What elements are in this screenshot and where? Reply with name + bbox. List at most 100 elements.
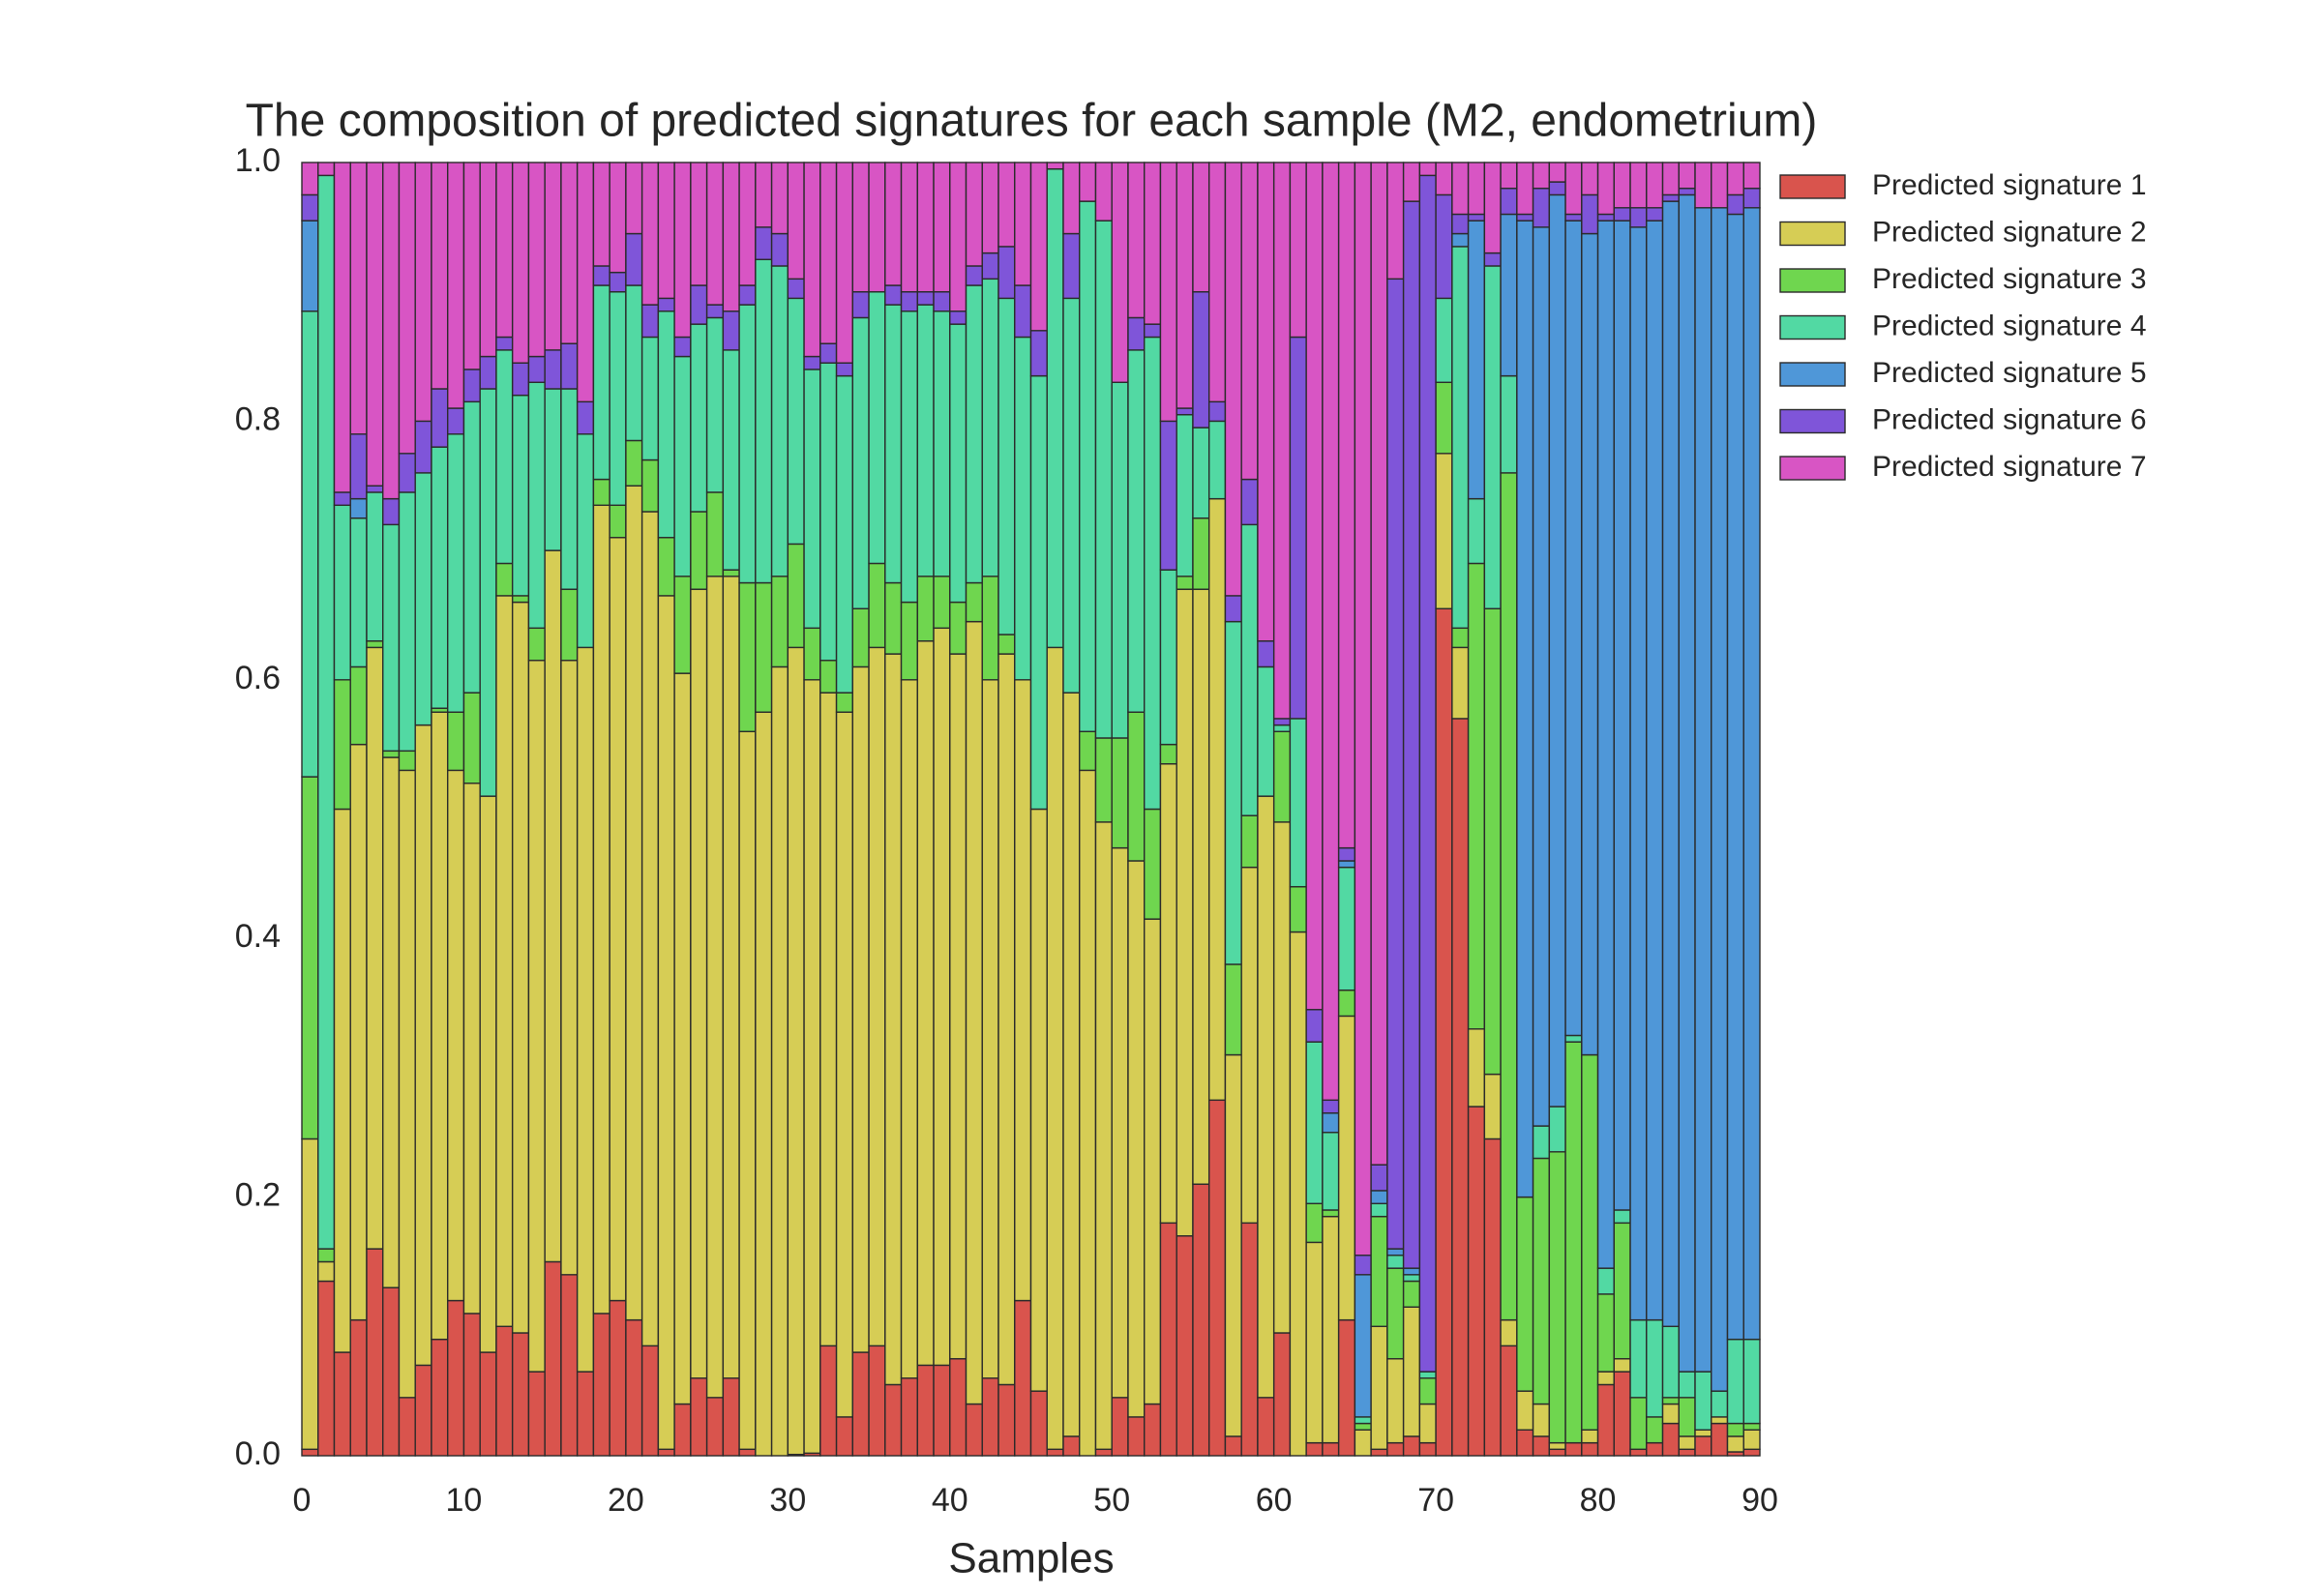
bar-segment xyxy=(1418,1377,1437,1405)
bar-segment xyxy=(1548,1106,1566,1153)
bar-segment xyxy=(366,491,384,642)
bar-segment xyxy=(495,349,514,565)
bar-segment xyxy=(819,1345,838,1457)
bar-segment xyxy=(1418,1371,1437,1379)
bar-segment xyxy=(1354,1422,1372,1431)
bar-segment xyxy=(1500,213,1518,377)
bar-segment xyxy=(1062,692,1081,1437)
bar-segment xyxy=(1596,220,1615,1269)
bar-segment xyxy=(949,162,968,312)
bar-segment xyxy=(755,226,773,260)
bar-segment xyxy=(851,291,870,319)
bar-segment xyxy=(1548,193,1566,1108)
bar-segment xyxy=(1564,162,1583,216)
legend-label: Predicted signature 6 xyxy=(1872,403,2147,435)
bar-segment xyxy=(705,304,725,319)
bar-segment xyxy=(1548,162,1566,183)
bar-segment xyxy=(1337,989,1356,1018)
bar-segment xyxy=(625,232,643,286)
bar-segment xyxy=(835,162,854,364)
bar-segment xyxy=(447,711,465,772)
bar-segment xyxy=(705,316,725,493)
bar-segment xyxy=(640,336,660,461)
legend-swatch xyxy=(1779,174,1846,199)
bar-segment xyxy=(1694,1435,1712,1457)
bar-segment xyxy=(1532,1403,1551,1437)
bar-segment xyxy=(333,491,351,507)
bar-segment xyxy=(1240,523,1259,816)
bar-segment xyxy=(609,271,627,293)
bar-segment xyxy=(884,284,903,306)
bar-segment xyxy=(1483,265,1502,609)
bar-segment xyxy=(366,162,384,487)
bar-segment xyxy=(479,388,497,797)
x-tick-label: 20 xyxy=(608,1482,644,1519)
bar-segment xyxy=(690,323,708,513)
bar-segment xyxy=(1062,162,1081,235)
bar-segment xyxy=(819,342,838,364)
bar-segment xyxy=(349,162,368,435)
legend-swatch xyxy=(1779,314,1846,340)
bar-segment xyxy=(1337,1015,1356,1321)
bar-segment xyxy=(349,743,368,1321)
bar-segment xyxy=(1726,193,1744,216)
bar-segment xyxy=(1257,162,1275,642)
bar-segment xyxy=(1386,162,1405,281)
bar-segment xyxy=(1418,1441,1437,1457)
bar-segment xyxy=(738,162,757,286)
bar-segment xyxy=(1386,1267,1405,1360)
bar-segment xyxy=(1127,162,1146,319)
bar-segment xyxy=(997,297,1016,635)
bar-segment xyxy=(1289,718,1307,888)
bar-segment xyxy=(851,162,870,293)
bar-segment xyxy=(640,1345,660,1457)
bar-segment xyxy=(301,1448,319,1457)
bar-segment xyxy=(1386,1358,1405,1444)
bar-segment xyxy=(1678,162,1696,190)
bar-segment xyxy=(366,646,384,1250)
bar-segment xyxy=(916,291,935,306)
bar-segment xyxy=(1613,1371,1631,1457)
bar-segment xyxy=(868,1345,886,1457)
bar-segment xyxy=(738,284,757,306)
bar-segment xyxy=(1014,336,1032,681)
bar-segment xyxy=(560,388,579,590)
bar-segment xyxy=(479,162,497,358)
bar-segment xyxy=(1661,1422,1680,1457)
bar-segment xyxy=(301,776,319,1140)
bar-segment xyxy=(382,162,401,500)
bar-segment xyxy=(851,607,870,668)
bar-segment xyxy=(1418,162,1437,177)
bar-segment xyxy=(1127,349,1146,713)
bar-segment xyxy=(527,162,546,358)
bar-segment xyxy=(1272,724,1292,732)
bar-segment xyxy=(657,595,675,1451)
bar-segment xyxy=(705,576,725,1399)
bar-segment xyxy=(1613,220,1631,1211)
bar-segment xyxy=(738,730,757,1451)
x-tick-label: 60 xyxy=(1256,1482,1293,1519)
x-tick-label: 50 xyxy=(1093,1482,1130,1519)
bar-segment xyxy=(1548,181,1566,196)
bar-segment xyxy=(1678,1448,1696,1457)
bar-segment xyxy=(1079,162,1097,202)
bar-segment xyxy=(981,251,999,281)
bar-segment xyxy=(949,310,968,325)
bar-segment xyxy=(803,355,821,370)
bar-segment xyxy=(462,400,481,694)
bar-segment xyxy=(560,660,579,1276)
bar-segment xyxy=(1127,1416,1146,1457)
bar-segment xyxy=(690,162,708,286)
bar-segment xyxy=(609,291,627,507)
bar-segment xyxy=(511,394,530,597)
legend-label: Predicted signature 4 xyxy=(1872,310,2147,341)
bar-segment xyxy=(690,1377,708,1457)
bar-segment xyxy=(1581,1053,1599,1431)
bar-segment xyxy=(916,1364,935,1457)
bar-segment xyxy=(1678,1371,1696,1399)
x-tick-label: 90 xyxy=(1742,1482,1778,1519)
bar-segment xyxy=(495,595,514,1328)
y-tick-label: 0.8 xyxy=(235,400,281,437)
bar-segment xyxy=(1289,162,1307,339)
